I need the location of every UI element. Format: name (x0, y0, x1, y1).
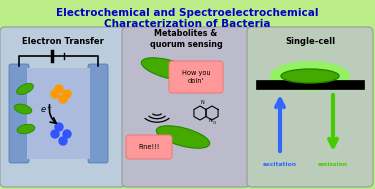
FancyBboxPatch shape (122, 27, 250, 187)
Text: O: O (212, 121, 216, 125)
Circle shape (51, 90, 59, 98)
FancyBboxPatch shape (0, 27, 125, 187)
Ellipse shape (141, 58, 195, 80)
Bar (27, 68, 90, 159)
Text: Fine!!!: Fine!!! (138, 144, 160, 150)
Text: N: N (200, 100, 204, 105)
Text: excitation: excitation (263, 161, 297, 167)
Circle shape (59, 137, 67, 145)
Ellipse shape (281, 69, 339, 83)
Text: Characterization of Bacteria: Characterization of Bacteria (104, 19, 270, 29)
Text: How you
doin': How you doin' (182, 70, 210, 84)
FancyBboxPatch shape (126, 135, 172, 159)
FancyBboxPatch shape (88, 64, 108, 163)
Ellipse shape (17, 124, 35, 134)
Circle shape (63, 90, 71, 98)
Bar (256, 80, 364, 89)
Text: $e^-$: $e^-$ (40, 105, 53, 115)
Text: N: N (208, 118, 212, 123)
Text: Electron Transfer: Electron Transfer (21, 37, 104, 46)
Text: Metabolites &
quorum sensing: Metabolites & quorum sensing (150, 29, 222, 49)
Text: emission: emission (318, 161, 348, 167)
Text: Single-cell: Single-cell (285, 37, 335, 46)
Circle shape (55, 85, 63, 93)
Ellipse shape (16, 83, 33, 94)
Text: Electrochemical and Spectroelectrochemical: Electrochemical and Spectroelectrochemic… (56, 8, 318, 18)
FancyBboxPatch shape (247, 27, 373, 187)
FancyBboxPatch shape (9, 64, 29, 163)
Circle shape (55, 123, 63, 131)
Circle shape (51, 130, 59, 138)
Circle shape (63, 130, 71, 138)
Ellipse shape (156, 126, 210, 148)
Ellipse shape (270, 61, 350, 91)
FancyBboxPatch shape (169, 61, 223, 93)
Circle shape (59, 95, 67, 103)
Ellipse shape (14, 104, 32, 114)
